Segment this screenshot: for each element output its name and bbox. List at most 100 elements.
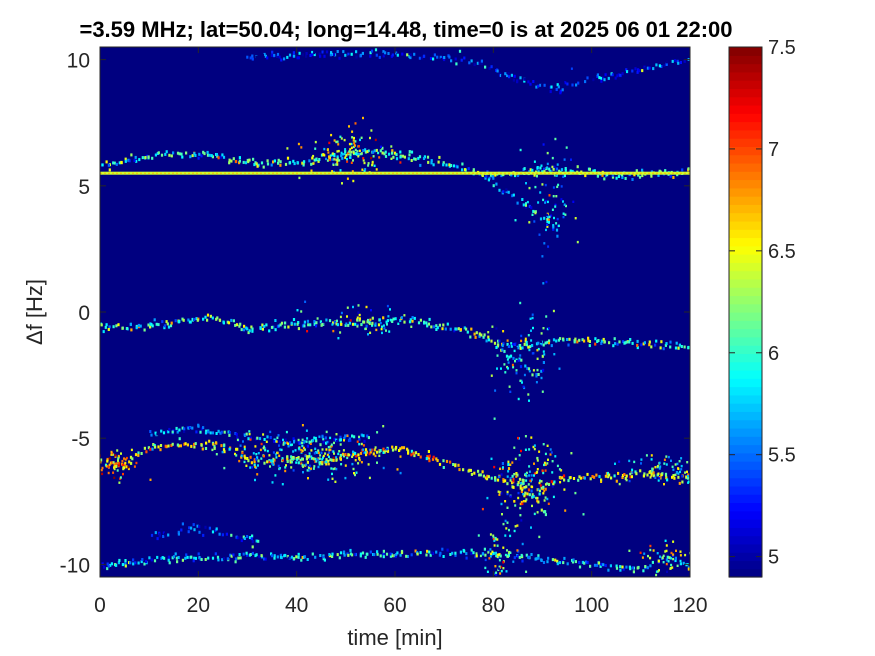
heat-cell xyxy=(211,316,214,320)
heat-cell xyxy=(535,381,538,384)
heat-cell xyxy=(257,459,260,463)
heat-cell xyxy=(188,426,191,430)
heat-cell xyxy=(419,551,422,555)
heat-cell xyxy=(154,153,157,157)
heat-cell xyxy=(648,340,651,344)
heat-cell xyxy=(106,567,109,571)
heat-cell xyxy=(510,173,513,177)
heat-cell xyxy=(226,320,229,324)
heat-cell xyxy=(589,564,592,568)
heat-cell xyxy=(193,318,196,321)
heat-cell xyxy=(496,367,498,370)
heat-cell xyxy=(631,468,634,471)
heat-cell xyxy=(351,455,354,458)
heat-cell xyxy=(332,467,335,471)
heat-cell xyxy=(521,502,524,506)
heat-cell xyxy=(186,555,189,559)
heat-cell xyxy=(219,155,222,159)
heat-cell xyxy=(263,445,266,448)
heat-cell xyxy=(667,455,670,459)
heat-cell xyxy=(476,61,479,65)
heat-cell xyxy=(507,555,509,558)
heat-cell xyxy=(141,558,144,561)
heat-cell xyxy=(547,216,549,219)
heat-cell xyxy=(658,64,661,68)
heat-cell xyxy=(101,472,104,476)
heat-cell xyxy=(407,157,410,161)
heat-cell xyxy=(309,442,312,445)
heat-cell xyxy=(537,500,540,504)
heat-cell xyxy=(628,565,631,569)
heat-cell xyxy=(325,157,327,161)
heat-cell xyxy=(238,553,241,556)
heat-cell xyxy=(340,322,343,326)
heat-cell xyxy=(134,453,138,457)
heat-cell xyxy=(534,211,537,215)
heat-cell xyxy=(519,346,522,350)
heat-cell xyxy=(607,76,610,80)
heat-cell xyxy=(375,53,378,57)
heat-cell xyxy=(159,444,163,447)
heat-cell xyxy=(681,62,684,66)
heat-cell xyxy=(507,69,510,73)
heat-cell xyxy=(457,327,460,331)
heat-cell xyxy=(642,474,645,478)
heat-cell xyxy=(609,564,612,568)
heat-cell xyxy=(632,570,635,574)
heat-cell xyxy=(368,476,371,480)
heat-cell xyxy=(167,325,171,329)
heat-cell xyxy=(540,508,543,512)
heat-cell xyxy=(252,452,255,455)
heat-cell xyxy=(116,469,119,472)
heat-cell xyxy=(123,466,126,469)
heat-cell xyxy=(181,426,184,430)
heat-cell xyxy=(593,563,597,567)
heat-cell xyxy=(435,328,438,331)
heat-cell xyxy=(646,473,649,477)
heat-cell xyxy=(362,159,365,162)
heat-cell xyxy=(250,537,253,541)
heat-cell xyxy=(646,566,649,570)
heat-cell xyxy=(177,532,180,536)
heat-cell xyxy=(95,454,97,456)
heat-cell xyxy=(405,554,408,558)
heat-cell xyxy=(257,464,259,467)
heat-cell xyxy=(449,55,453,59)
heat-cell xyxy=(551,156,554,160)
heat-cell xyxy=(531,504,533,508)
heat-cell xyxy=(277,161,280,165)
heat-cell xyxy=(399,150,402,154)
heat-cell xyxy=(117,464,120,467)
heat-cell xyxy=(285,464,287,467)
heat-cell xyxy=(302,471,304,474)
heat-cell xyxy=(359,152,362,156)
heat-cell xyxy=(346,306,349,309)
heat-cell xyxy=(414,549,417,553)
heat-cell xyxy=(438,462,442,466)
heat-cell xyxy=(319,443,322,447)
heat-cell xyxy=(382,447,385,451)
heat-cell xyxy=(265,440,268,443)
heat-cell xyxy=(329,154,332,157)
heat-cell xyxy=(313,53,316,57)
heat-cell xyxy=(549,90,552,94)
heat-cell xyxy=(382,425,385,428)
heat-cell xyxy=(337,149,340,153)
heat-cell xyxy=(629,472,632,476)
heat-cell xyxy=(570,452,573,455)
heat-cell xyxy=(128,460,131,464)
heat-cell xyxy=(339,331,342,334)
heat-cell xyxy=(298,176,301,180)
heat-cell xyxy=(461,168,464,172)
heat-cell xyxy=(382,549,385,553)
colorbar-band xyxy=(729,55,762,65)
heat-cell xyxy=(306,319,309,323)
heat-cell xyxy=(312,162,315,165)
heat-cell xyxy=(371,323,374,327)
heat-cell xyxy=(353,142,356,145)
heat-cell xyxy=(347,439,351,443)
heat-cell xyxy=(227,321,231,325)
constant-line xyxy=(100,171,690,175)
heat-cell xyxy=(297,142,300,146)
heat-cell xyxy=(207,556,210,560)
